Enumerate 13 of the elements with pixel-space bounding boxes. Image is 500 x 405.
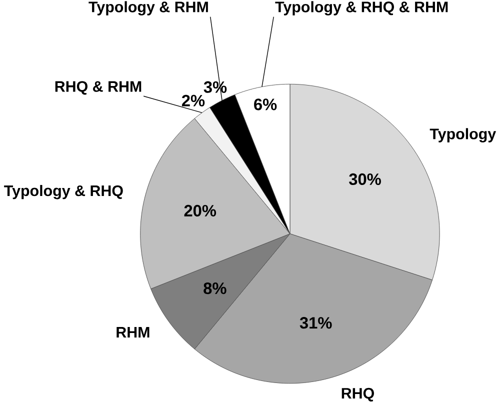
data-label: 6% [254,98,277,110]
slice-label: Typology [430,128,496,142]
slice-label: RHQ [342,388,374,402]
data-label: 30% [349,173,381,185]
slice-label: RHM [116,326,150,338]
data-label: 20% [184,204,216,216]
data-label: 2% [182,94,205,106]
slice-label: Typology & RHQ & RHM [275,0,448,16]
slice-label: Typology & RHM [88,0,208,16]
slice-label: RHQ & RHM [55,80,142,94]
data-label: 8% [204,282,226,294]
slice-label: Typology & RHQ [4,184,123,200]
data-label: 31% [300,316,332,328]
